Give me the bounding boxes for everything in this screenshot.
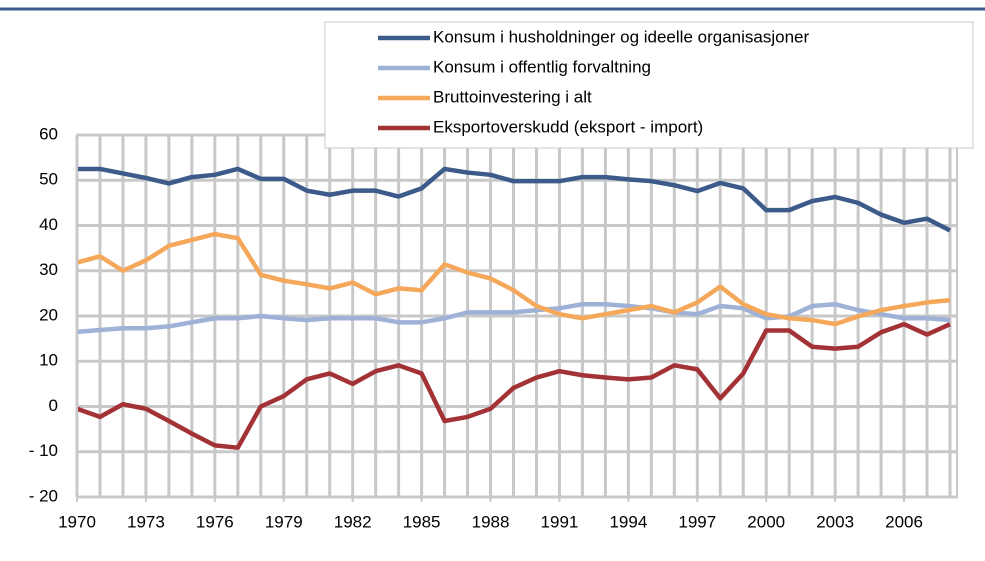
y-tick-label: 50: [39, 170, 58, 189]
y-tick-label: 40: [39, 215, 58, 234]
x-tick-label: 1973: [127, 512, 165, 531]
y-tick-label: - 20: [29, 486, 58, 505]
legend-box: [324, 21, 974, 149]
legend-label: Konsum i husholdninger og ideelle organi…: [433, 27, 809, 46]
x-tick-label: 2003: [816, 512, 854, 531]
x-tick-label: 1997: [678, 512, 716, 531]
x-tick-label: 1988: [472, 512, 510, 531]
x-tick-label: 1970: [58, 512, 96, 531]
y-tick-label: 30: [39, 260, 58, 279]
x-tick-label: 1985: [403, 512, 441, 531]
series-line: [77, 166, 952, 233]
y-tick-label: 0: [49, 396, 58, 415]
y-tick-label: 10: [39, 351, 58, 370]
x-tick-label: 1982: [334, 512, 372, 531]
x-tick-label: 2000: [747, 512, 785, 531]
x-tick-label: 1991: [541, 512, 579, 531]
x-tick-label: 1994: [609, 512, 647, 531]
x-tick-label: 1979: [265, 512, 303, 531]
legend-label: Eksportoverskudd (eksport - import): [433, 117, 703, 136]
legend: Konsum i husholdninger og ideelle organi…: [324, 21, 974, 149]
legend-label: Konsum i offentlig forvaltning: [433, 57, 651, 76]
axes: - 20 - 10 0 10 20 30 40 50 60 1970 1973 1976 1979 198…: [29, 124, 958, 531]
series-line: [76, 231, 951, 327]
lines: [76, 166, 952, 450]
y-tick-label: 60: [39, 124, 58, 143]
x-tick-label: 2006: [885, 512, 923, 531]
y-tick-label: 20: [39, 305, 58, 324]
series-line: [76, 301, 951, 335]
y-tick-label: - 10: [29, 441, 58, 460]
series-line: [76, 321, 951, 450]
legend-label: Bruttoinvestering i alt: [433, 87, 592, 106]
x-tick-label: 1976: [196, 512, 234, 531]
